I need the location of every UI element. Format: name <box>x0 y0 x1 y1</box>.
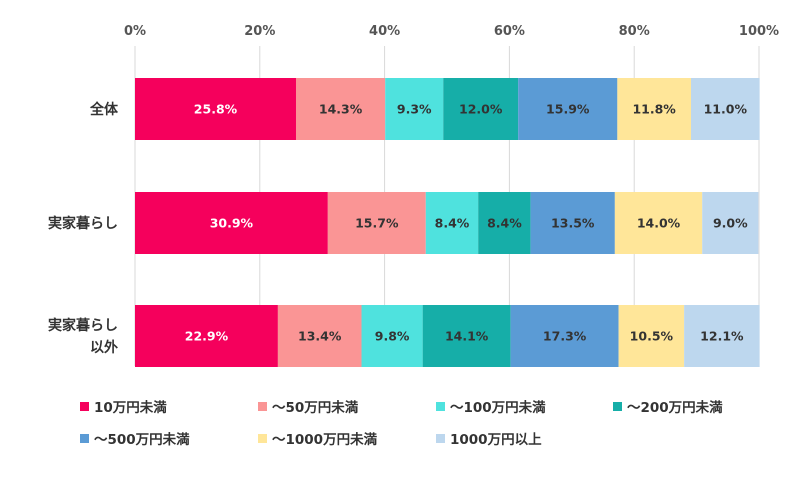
bar-segment <box>327 192 426 254</box>
category-label: 実家暮らし <box>48 317 118 334</box>
bar-segment <box>618 305 685 367</box>
data-label: 8.4% <box>435 216 470 231</box>
bar-segment <box>295 78 386 140</box>
legend: 10万円未満 〜50万円未満 〜100万円未満 〜200万円未満〜500万円未満 〜10… <box>80 399 723 448</box>
legend-label: 〜200万円未満 <box>627 399 723 416</box>
data-label: 30.9% <box>210 216 254 231</box>
data-label: 10.5% <box>630 329 674 344</box>
bar-segment <box>135 78 296 140</box>
data-label: 9.3% <box>397 102 432 117</box>
data-label: 17.3% <box>543 329 587 344</box>
data-label: 14.0% <box>637 216 681 231</box>
bar-segment <box>702 192 759 254</box>
legend-swatch <box>436 434 445 443</box>
x-axis-tick-labels: 0% 20% 40% 60% 80% 100% <box>124 24 779 39</box>
data-label: 14.1% <box>445 329 489 344</box>
data-label: 15.7% <box>355 216 399 231</box>
data-label: 9.0% <box>713 216 748 231</box>
data-label: 9.8% <box>375 329 410 344</box>
category-label: 全体 <box>89 101 119 118</box>
bar-segment <box>530 192 615 254</box>
x-tick-label: 0% <box>124 24 146 39</box>
category-label: 以外 <box>90 339 118 356</box>
legend-item: 〜1000万円未満 <box>258 431 378 448</box>
x-tick-label: 40% <box>369 24 400 39</box>
bar-segment <box>690 78 760 140</box>
data-label: 25.8% <box>194 102 238 117</box>
bar-segment <box>478 192 531 254</box>
legend-label: 〜100万円未満 <box>450 399 546 416</box>
bar-segment <box>277 305 362 367</box>
data-label: 11.0% <box>704 102 748 117</box>
bar-segment <box>518 78 618 140</box>
category-label: 実家暮らし <box>48 215 118 232</box>
bar-segment <box>422 305 511 367</box>
bar-segment <box>425 192 479 254</box>
bar-segment <box>443 78 519 140</box>
legend-item: 1000万円以上 <box>436 432 542 448</box>
bar-segment <box>684 305 760 367</box>
legend-item: 〜500万円未満 <box>80 431 190 448</box>
bars: 25.8% 14.3% 9.3% 12.0% 15.9% 11.8% 11.0% 30.9% 1… <box>135 78 760 367</box>
data-label: 13.4% <box>298 329 342 344</box>
data-label: 12.1% <box>700 329 744 344</box>
data-label: 13.5% <box>551 216 595 231</box>
legend-label: 〜50万円未満 <box>272 399 359 416</box>
bar-segment <box>614 192 703 254</box>
bar-segment <box>361 305 423 367</box>
legend-swatch <box>80 434 89 443</box>
legend-item: 10万円未満 <box>80 399 167 416</box>
data-label: 8.4% <box>487 216 522 231</box>
legend-swatch <box>258 434 267 443</box>
bar-segment <box>617 78 691 140</box>
bar-segment <box>510 305 619 367</box>
data-label: 11.8% <box>632 102 676 117</box>
legend-label: 1000万円以上 <box>450 432 542 448</box>
legend-label: 〜1000万円未満 <box>272 431 378 448</box>
legend-swatch <box>80 402 89 411</box>
bar-segment <box>385 78 444 140</box>
legend-swatch <box>436 402 445 411</box>
legend-item: 〜100万円未満 <box>436 399 546 416</box>
bar-row: 30.9% 15.7% 8.4% 8.4% 13.5% 14.0% 9.0% <box>135 192 759 254</box>
legend-item: 〜50万円未満 <box>258 399 359 416</box>
data-label: 14.3% <box>319 102 363 117</box>
legend-label: 10万円未満 <box>94 399 167 416</box>
legend-swatch <box>258 402 267 411</box>
data-label: 12.0% <box>459 102 503 117</box>
legend-swatch <box>613 402 622 411</box>
x-tick-label: 80% <box>619 24 650 39</box>
bar-segment <box>135 192 328 254</box>
x-tick-label: 60% <box>494 24 525 39</box>
x-tick-label: 100% <box>739 24 779 39</box>
data-label: 22.9% <box>185 329 229 344</box>
bar-row: 22.9% 13.4% 9.8% 14.1% 17.3% 10.5% 12.1% <box>135 305 760 367</box>
legend-label: 〜500万円未満 <box>94 431 190 448</box>
bar-row: 25.8% 14.3% 9.3% 12.0% 15.9% 11.8% 11.0% <box>135 78 760 140</box>
data-label: 15.9% <box>546 102 590 117</box>
x-tick-label: 20% <box>244 24 275 39</box>
bar-segment <box>135 305 278 367</box>
legend-item: 〜200万円未満 <box>613 399 723 416</box>
